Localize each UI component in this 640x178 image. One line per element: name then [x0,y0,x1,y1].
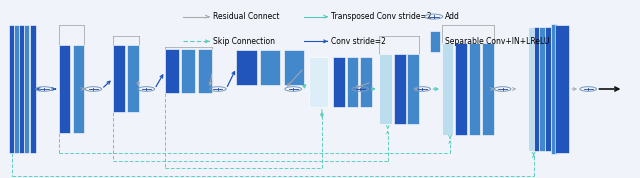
Bar [308,57,328,107]
Bar [534,27,540,151]
Bar [236,50,257,85]
Text: Transposed Conv stride=2: Transposed Conv stride=2 [332,12,432,21]
Bar [127,45,139,112]
Bar [540,27,545,151]
Bar [165,49,179,93]
Bar [379,54,392,124]
Bar [545,27,551,151]
Bar [482,43,493,135]
Bar [9,25,14,153]
Bar [59,45,70,133]
Bar [113,45,125,112]
Bar [24,25,29,153]
Bar [456,43,467,135]
Bar [181,49,195,93]
Bar [431,31,440,52]
Bar [551,24,557,154]
Bar [555,25,569,153]
Bar [284,50,304,85]
Bar [14,25,19,153]
Bar [360,57,372,107]
Text: Conv stride=2: Conv stride=2 [332,37,387,46]
Bar [394,54,406,124]
Bar [19,25,24,153]
Bar [528,27,534,151]
Bar [198,49,212,93]
Bar [30,25,36,153]
Text: Add: Add [445,12,460,21]
Bar [347,57,358,107]
Bar [408,54,419,124]
Bar [260,50,280,85]
Bar [442,43,454,135]
Text: Skip Connection: Skip Connection [213,37,275,46]
Text: Separable Conv+IN+LReLU: Separable Conv+IN+LReLU [445,37,549,46]
Bar [468,43,480,135]
Bar [73,45,84,133]
Text: Residual Connect: Residual Connect [213,12,280,21]
Bar [333,57,345,107]
